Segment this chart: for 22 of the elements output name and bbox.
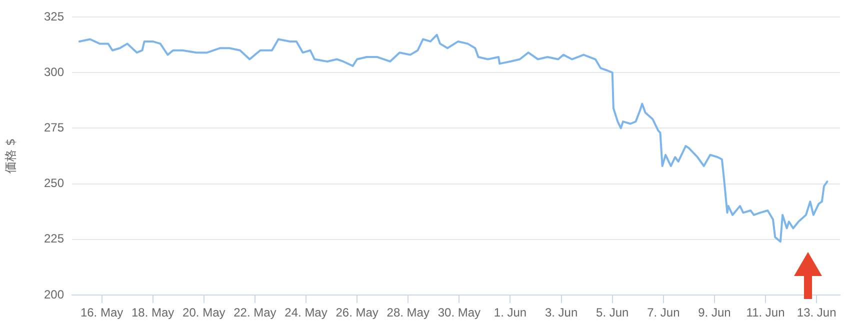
x-tick-label: 20. May: [182, 306, 226, 320]
y-tick-label: 325: [44, 9, 64, 24]
x-tick-label: 1. Jun: [494, 306, 527, 320]
x-tick-label: 13. Jun: [796, 306, 836, 320]
y-tick-label: 275: [44, 120, 64, 135]
y-tick-label: 250: [44, 176, 64, 190]
x-tick-label: 11. Jun: [746, 306, 785, 320]
y-tick-label: 225: [44, 232, 64, 246]
x-tick-label: 28. May: [386, 306, 430, 320]
x-tick-label: 16. May: [80, 306, 124, 320]
x-tick-label: 24. May: [284, 306, 328, 320]
x-tick-label: 26. May: [336, 306, 378, 320]
y-axis-title: 価格 $: [3, 138, 18, 174]
x-tick-label: 3. Jun: [544, 306, 578, 320]
x-tick-label: 22. May: [234, 306, 276, 320]
y-tick-label: 200: [44, 287, 64, 302]
y-tick-label: 300: [44, 64, 64, 79]
x-tick-label: 7. Jun: [647, 306, 680, 320]
x-tick-label: 18. May: [132, 306, 174, 320]
x-tick-label: 9. Jun: [698, 306, 731, 320]
x-tick-label: 5. Jun: [596, 306, 629, 320]
x-tick-label: 30. May: [438, 306, 481, 320]
